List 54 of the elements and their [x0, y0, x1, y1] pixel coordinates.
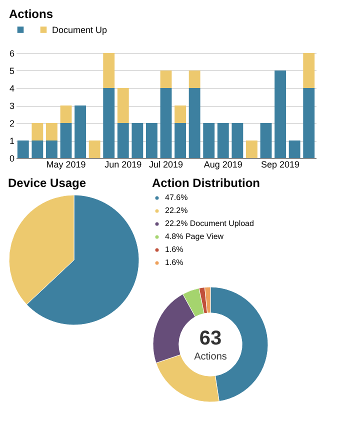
- bar: [32, 123, 44, 140]
- bar: [160, 70, 172, 88]
- legend-label: 22.2%: [165, 206, 188, 215]
- bar: [232, 123, 244, 158]
- bar: [288, 140, 300, 158]
- text: Actions: [194, 352, 227, 362]
- bar: [103, 53, 115, 88]
- y-tick-label: 6: [9, 48, 14, 58]
- bar: [74, 106, 86, 158]
- bar: [117, 88, 129, 123]
- bar: [303, 53, 315, 88]
- bar: [203, 123, 215, 158]
- y-tick-label: 1: [9, 136, 14, 146]
- bar: [174, 123, 186, 158]
- bar: [274, 70, 286, 158]
- bar: [188, 70, 200, 88]
- bar: [32, 140, 44, 158]
- legend-label: 22.2% Document Upload: [165, 219, 254, 228]
- legend-label: 1.6%: [165, 258, 184, 267]
- legend-label: 4.8% Page View: [165, 232, 224, 241]
- x-tick-label: Sep 2019: [261, 160, 300, 170]
- bar: [132, 123, 144, 158]
- y-tick-label: 5: [9, 66, 14, 76]
- bar: [146, 123, 158, 158]
- bar: [160, 88, 172, 158]
- x-tick-label: Jul 2019: [148, 160, 184, 170]
- y-tick-label: 4: [9, 84, 14, 94]
- x-tick-label: May 2019: [46, 160, 86, 170]
- bar: [17, 140, 29, 158]
- bar: [174, 106, 186, 123]
- legend-label: Document Up: [52, 24, 108, 35]
- chart-title: Device Usage: [8, 176, 86, 190]
- bar: [46, 140, 58, 158]
- bar: [246, 140, 258, 158]
- text: 63: [199, 328, 222, 350]
- bar: [260, 123, 272, 158]
- y-tick-label: 3: [9, 101, 14, 111]
- bar: [188, 88, 200, 158]
- bar: [117, 123, 129, 158]
- bar: [217, 123, 229, 158]
- bar: [303, 88, 315, 158]
- chart-title: Action Distribution: [152, 176, 260, 190]
- bar: [60, 123, 72, 158]
- chart-title: Actions: [8, 7, 54, 21]
- bar: [60, 106, 72, 123]
- bar: [46, 123, 58, 140]
- y-tick-label: 2: [9, 118, 14, 128]
- legend-label: 47.6%: [165, 193, 188, 202]
- bar: [103, 88, 115, 158]
- y-tick-label: 0: [9, 154, 14, 164]
- x-tick-label: Aug 2019: [204, 160, 242, 170]
- legend-label: 1.6%: [165, 245, 184, 254]
- x-tick-label: Jun 2019: [104, 160, 142, 170]
- bar: [88, 140, 100, 158]
